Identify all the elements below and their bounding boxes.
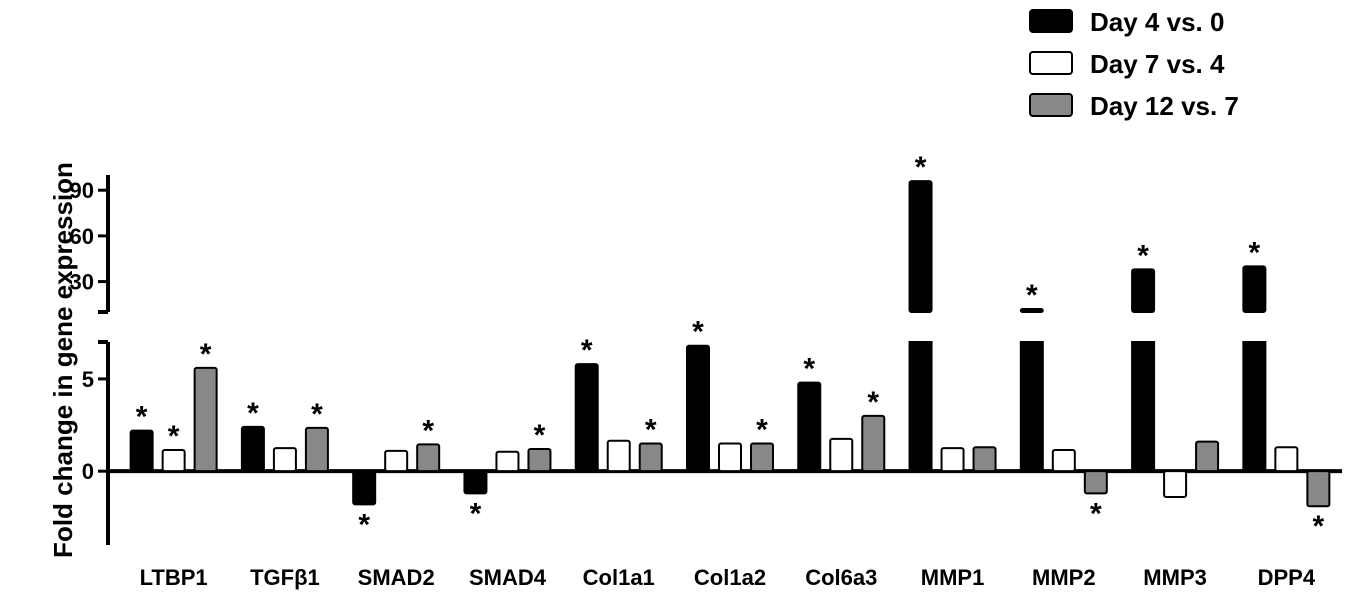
bar-dpp4-day-12-vs-7 bbox=[1306, 470, 1331, 508]
significance-star: * bbox=[168, 420, 180, 453]
bar-col1a2-day-4-vs-0 bbox=[686, 344, 710, 473]
bar-mmp2-day-4-vs-0-upper bbox=[1019, 307, 1044, 314]
bar-mmp3-day-7-vs-4 bbox=[1163, 470, 1188, 499]
bars bbox=[129, 180, 1331, 508]
bar-ltbp1-day-12-vs-7 bbox=[193, 366, 218, 473]
significance-star: * bbox=[867, 386, 879, 419]
significance-star: * bbox=[1313, 510, 1325, 543]
category-label-mmp3: MMP3 bbox=[1143, 565, 1207, 590]
y-axis-label: Fold change in gene expression bbox=[48, 162, 78, 558]
legend-label-day-4-vs-0: Day 4 vs. 0 bbox=[1090, 7, 1224, 37]
bar-tgf-1-day-4-vs-0 bbox=[240, 425, 265, 473]
bar-dpp4-day-7-vs-4 bbox=[1274, 446, 1299, 473]
significance-star: * bbox=[200, 338, 212, 371]
significance-star: * bbox=[803, 353, 815, 386]
bar-mmp1-day-7-vs-4 bbox=[940, 447, 965, 473]
significance-star: * bbox=[581, 334, 593, 367]
bar-mmp1-day-4-vs-0-upper bbox=[908, 180, 933, 313]
significance-star: * bbox=[1026, 279, 1038, 312]
significance-star: * bbox=[1090, 497, 1102, 530]
category-label-tgf-1: TGFβ1 bbox=[250, 565, 320, 590]
bar-dpp4-day-4-vs-0-lower bbox=[1242, 341, 1267, 473]
legend-label-day-12-vs-7: Day 12 vs. 7 bbox=[1090, 91, 1239, 121]
bar-mmp1-day-4-vs-0-lower bbox=[908, 341, 933, 473]
bar-mmp3-day-4-vs-0-lower bbox=[1131, 341, 1156, 473]
legend-label-day-7-vs-4: Day 7 vs. 4 bbox=[1090, 49, 1225, 79]
bar-mmp3-day-12-vs-7 bbox=[1195, 440, 1220, 473]
significance-markers: * * * * * * * * * * * * * * * * * * * * * bbox=[136, 151, 1325, 543]
bar-mmp2-day-12-vs-7 bbox=[1083, 470, 1108, 495]
bar-mmp2-day-4-vs-0-lower bbox=[1019, 341, 1044, 473]
significance-star: * bbox=[247, 397, 259, 430]
bar-col1a2-day-12-vs-7 bbox=[750, 442, 774, 473]
y-tick-label: 30 bbox=[70, 270, 94, 295]
category-label-col6a3: Col6a3 bbox=[805, 565, 877, 590]
category-label-mmp2: MMP2 bbox=[1032, 565, 1096, 590]
category-labels: LTBP1 TGFβ1 SMAD2 SMAD4 Col1a1 Col1a2 Col6a3 MM… bbox=[140, 565, 1316, 590]
significance-star: * bbox=[311, 398, 323, 431]
significance-star: * bbox=[358, 508, 370, 541]
bar-smad4-day-12-vs-7 bbox=[527, 448, 552, 473]
legend: Day 4 vs. 0 Day 7 vs. 4 Day 12 vs. 7 bbox=[1029, 7, 1239, 121]
bar-mmp3-day-4-vs-0-upper bbox=[1131, 268, 1156, 313]
category-label-smad2: SMAD2 bbox=[358, 565, 435, 590]
legend-swatch-day-7-vs-4 bbox=[1029, 51, 1073, 75]
bar-tgf-1-day-7-vs-4 bbox=[272, 447, 297, 473]
y-tick-label: 90 bbox=[70, 178, 94, 203]
bar-col6a3-day-7-vs-4 bbox=[829, 437, 854, 473]
bar-col1a1-day-7-vs-4 bbox=[606, 439, 631, 473]
bar-smad4-day-4-vs-0 bbox=[463, 470, 488, 495]
bar-ltbp1-day-7-vs-4 bbox=[161, 448, 186, 473]
bar-smad2-day-4-vs-0 bbox=[352, 470, 377, 506]
bar-smad4-day-7-vs-4 bbox=[495, 450, 520, 473]
bar-col1a1-day-4-vs-0 bbox=[574, 363, 599, 473]
y-tick-label: 60 bbox=[70, 224, 94, 249]
bar-mmp2-day-7-vs-4 bbox=[1051, 448, 1076, 473]
category-label-mmp1: MMP1 bbox=[921, 565, 985, 590]
significance-star: * bbox=[470, 497, 482, 530]
significance-star: * bbox=[422, 414, 434, 447]
bar-ltbp1-day-4-vs-0 bbox=[129, 429, 154, 473]
legend-swatch-day-4-vs-0 bbox=[1029, 9, 1073, 33]
significance-star: * bbox=[915, 151, 927, 184]
significance-star: * bbox=[645, 414, 657, 447]
significance-star: * bbox=[1137, 239, 1149, 272]
bar-col1a2-day-7-vs-4 bbox=[718, 442, 742, 473]
y-tick-label: 0 bbox=[82, 459, 94, 484]
legend-swatch-day-12-vs-7 bbox=[1029, 93, 1073, 117]
significance-star: * bbox=[756, 414, 768, 447]
bar-col6a3-day-4-vs-0 bbox=[797, 381, 822, 473]
significance-star: * bbox=[1249, 236, 1261, 269]
bar-smad2-day-12-vs-7 bbox=[416, 443, 441, 473]
category-label-dpp4: DPP4 bbox=[1258, 565, 1316, 590]
significance-star: * bbox=[136, 401, 148, 434]
bar-smad2-day-7-vs-4 bbox=[384, 449, 409, 473]
bar-dpp4-day-4-vs-0-upper bbox=[1242, 265, 1267, 314]
category-label-col1a2: Col1a2 bbox=[694, 565, 766, 590]
bar-mmp1-day-12-vs-7 bbox=[972, 446, 997, 473]
category-label-smad4: SMAD4 bbox=[469, 565, 547, 590]
significance-star: * bbox=[534, 419, 546, 452]
significance-star: * bbox=[692, 316, 704, 349]
category-label-ltbp1: LTBP1 bbox=[140, 565, 208, 590]
category-label-col1a1: Col1a1 bbox=[583, 565, 655, 590]
bar-col6a3-day-12-vs-7 bbox=[861, 414, 886, 473]
bar-tgf-1-day-12-vs-7 bbox=[304, 426, 329, 473]
bar-col1a1-day-12-vs-7 bbox=[638, 442, 663, 473]
y-tick-label: 5 bbox=[82, 367, 94, 392]
